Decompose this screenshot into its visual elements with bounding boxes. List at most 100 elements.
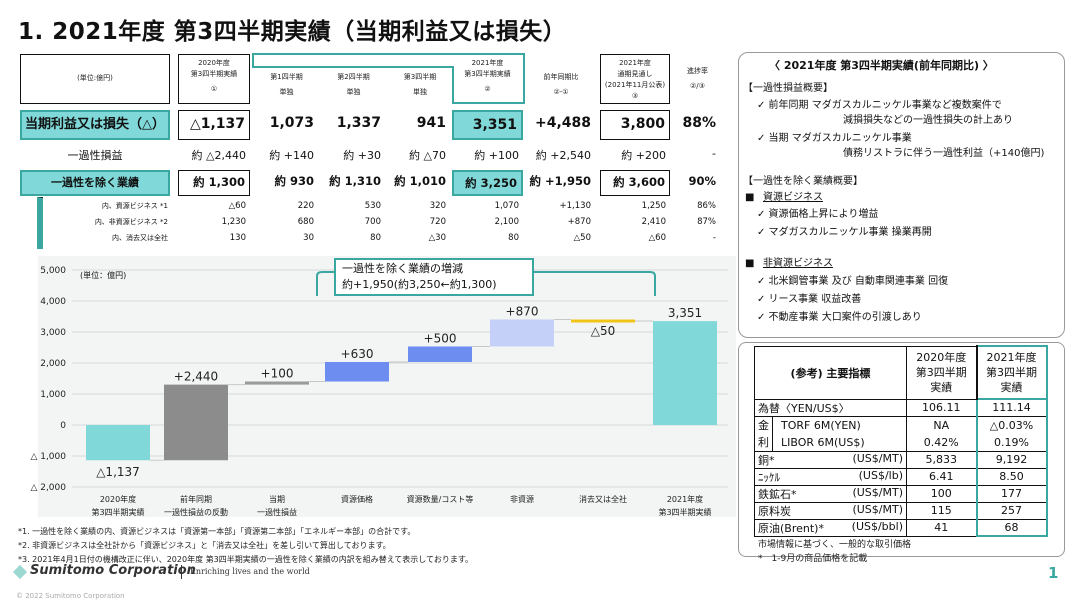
row-label: 一過性損益 <box>67 149 123 162</box>
tagline: Enriching lives and the world <box>190 567 310 576</box>
unit-cell <box>20 54 170 104</box>
table-cell: △1,137 <box>178 110 250 140</box>
table-cell: +4,488 <box>534 115 591 131</box>
commodity: 銅* <box>758 453 775 467</box>
table-cell: 約 +1,950 <box>529 174 591 188</box>
change-annotation: 一過性を除く業績の増減 約+1,950(約3,250←約1,300) <box>334 258 534 296</box>
breakdown-bracket <box>37 197 43 249</box>
col-head: 2021年度 <box>986 351 1037 364</box>
table-cell: △30 <box>428 233 446 243</box>
section-one-off: 【一過性損益概要】 <box>743 83 833 94</box>
header-line: (2021年11月公表) <box>604 81 666 89</box>
header-line: 単独 <box>413 88 427 96</box>
value-2020: 115 <box>906 501 977 520</box>
footnote: *2. 非資源ビジネスは全社計から「資源ビジネス」と「消去又は全社」を差し引いて… <box>18 541 391 550</box>
value-2021: 9,192 <box>975 450 1048 469</box>
x-tick-label: 当期 <box>269 494 285 504</box>
section-core: 【一過性を除く業績概要】 <box>743 176 863 187</box>
square-bullet-icon: ■ <box>745 258 755 269</box>
indicator-label: 原油(Brent)* (US$/bbl) <box>754 518 907 537</box>
fx-2021: 111.14 <box>975 398 1048 417</box>
table-cell: 1,337 <box>336 115 381 131</box>
company-logo: Sumitomo Corporation <box>30 563 196 578</box>
header-line: 第1四半期 <box>270 73 303 81</box>
libor-label: LIBOR 6M(US$) <box>772 433 907 452</box>
bar-8 <box>653 321 717 425</box>
y-tick-label: 1,000 <box>40 390 66 400</box>
column-header: 第2四半期 単独 <box>322 72 385 98</box>
brace <box>316 271 656 296</box>
bullet: ✓ リース事業 収益改善 <box>757 294 862 305</box>
row-label: 一過性を除く業績 <box>20 170 170 196</box>
table-cell: - <box>712 147 716 160</box>
bullet-cont: 債務リストラに伴う一過性利益（+140億円) <box>843 148 1045 159</box>
data-label: +100 <box>261 367 294 381</box>
divider <box>181 565 182 579</box>
x-tick-label: 資源価格 <box>341 494 373 504</box>
header-line: ① <box>210 85 218 93</box>
x-tick-label: 資源数量/コスト等 <box>407 494 474 504</box>
x-tick-label: 2021年度 <box>667 494 703 504</box>
table-cell: 1,073 <box>269 115 314 131</box>
bullet: ✓ 北米鋼管事業 及び 自動車関連事業 回復 <box>757 276 949 287</box>
indicators-note: 市場情報に基づく、一般的な取引価格 <box>758 540 912 550</box>
header-line: 第3四半期実績 <box>464 70 511 78</box>
col-2020: 2020年度 第3四半期 実績 <box>906 345 978 400</box>
row-label: 内、非資源ビジネス *2 <box>94 218 168 226</box>
header-line: 2021年度 <box>619 59 651 67</box>
header-line: ②-① <box>553 88 569 96</box>
y-tick-label: △ 2,000 <box>30 483 66 493</box>
header-line: 第2四半期 <box>337 73 370 81</box>
data-label: +630 <box>341 347 374 361</box>
data-label: +2,440 <box>174 370 218 384</box>
waterfall-chart <box>38 256 736 517</box>
bar-3 <box>245 381 309 385</box>
table-cell: 87% <box>697 217 716 227</box>
x-tick-label: 2020年度 <box>100 494 136 504</box>
value-2020: 6.41 <box>906 467 977 486</box>
footnote: *3. 2021年4月1日付の機構改正に伴い、2020年度 第3四半期実績の一過… <box>18 555 474 564</box>
rate-char: 金 <box>758 418 769 432</box>
column-header: 進捗率 ②/③ <box>675 66 720 92</box>
header-box-2020 <box>178 54 250 104</box>
commodity: ﾆｯｹﾙ <box>758 470 780 484</box>
fy2021-bracket <box>252 53 525 104</box>
indicators-table: (参考) 主要指標 2020年度 第3四半期 実績 2021年度 第3四半期 実績 為替… <box>754 345 1048 537</box>
bar-1 <box>86 425 150 461</box>
y-tick-label: 5,000 <box>40 266 66 276</box>
page-title: 1. 2021年度 第3四半期実績（当期利益又は損失） <box>18 19 567 45</box>
table-cell: - <box>712 233 716 243</box>
summary-box: 〈 2021年度 第3四半期実績(前年同期比) 〉 【一過性損益概要】 ✓ 前年… <box>738 52 1065 338</box>
indicator-label: 鉄鉱石* (US$/MT) <box>754 484 907 503</box>
header-line: 第3四半期 <box>403 73 437 81</box>
data-label: △50 <box>591 324 616 338</box>
column-header: 第3四半期単独 <box>390 72 450 98</box>
header-line: 第3四半期実績 <box>190 70 238 78</box>
unit: (US$/MT) <box>852 502 903 516</box>
table-cell: △60 <box>648 233 666 243</box>
col-head: 第3四半期 <box>986 366 1037 379</box>
header-line: 2020年度 <box>198 59 230 67</box>
table-cell: +870 <box>567 217 591 227</box>
value-2021: 257 <box>975 501 1048 520</box>
table-cell: 80 <box>370 233 381 243</box>
footnote: *1. 一過性を除く業績の内、資源ビジネスは「資源第一本部」「資源第二本部」「エ… <box>18 527 416 536</box>
table-cell: 約 +30 <box>343 149 381 162</box>
table-cell: 700 <box>364 217 381 227</box>
y-tick-label: 0 <box>60 421 66 431</box>
x-tick-label: 一過性損益の反動 <box>164 507 228 517</box>
table-cell: 約 3,600 <box>600 170 670 196</box>
bullet-cont: 減損損失などの一過性損失の計上あり <box>843 115 1013 126</box>
header-line: 単独 <box>279 88 294 96</box>
table-cell: 90% <box>688 174 716 188</box>
bullet: ✓ 不動産事業 大口案件の引渡しあり <box>757 312 922 323</box>
commodity: 原料炭 <box>758 504 791 518</box>
bar-2 <box>164 384 228 461</box>
bar-4 <box>325 361 389 382</box>
unit-label: (単位:億円) <box>77 74 113 82</box>
bar-7 <box>571 319 635 323</box>
logo-icon <box>12 564 28 580</box>
data-label: +500 <box>424 331 457 345</box>
square-bullet-icon: ■ <box>745 192 755 203</box>
indicator-label: ﾆｯｹﾙ (US$/lb) <box>754 467 907 486</box>
